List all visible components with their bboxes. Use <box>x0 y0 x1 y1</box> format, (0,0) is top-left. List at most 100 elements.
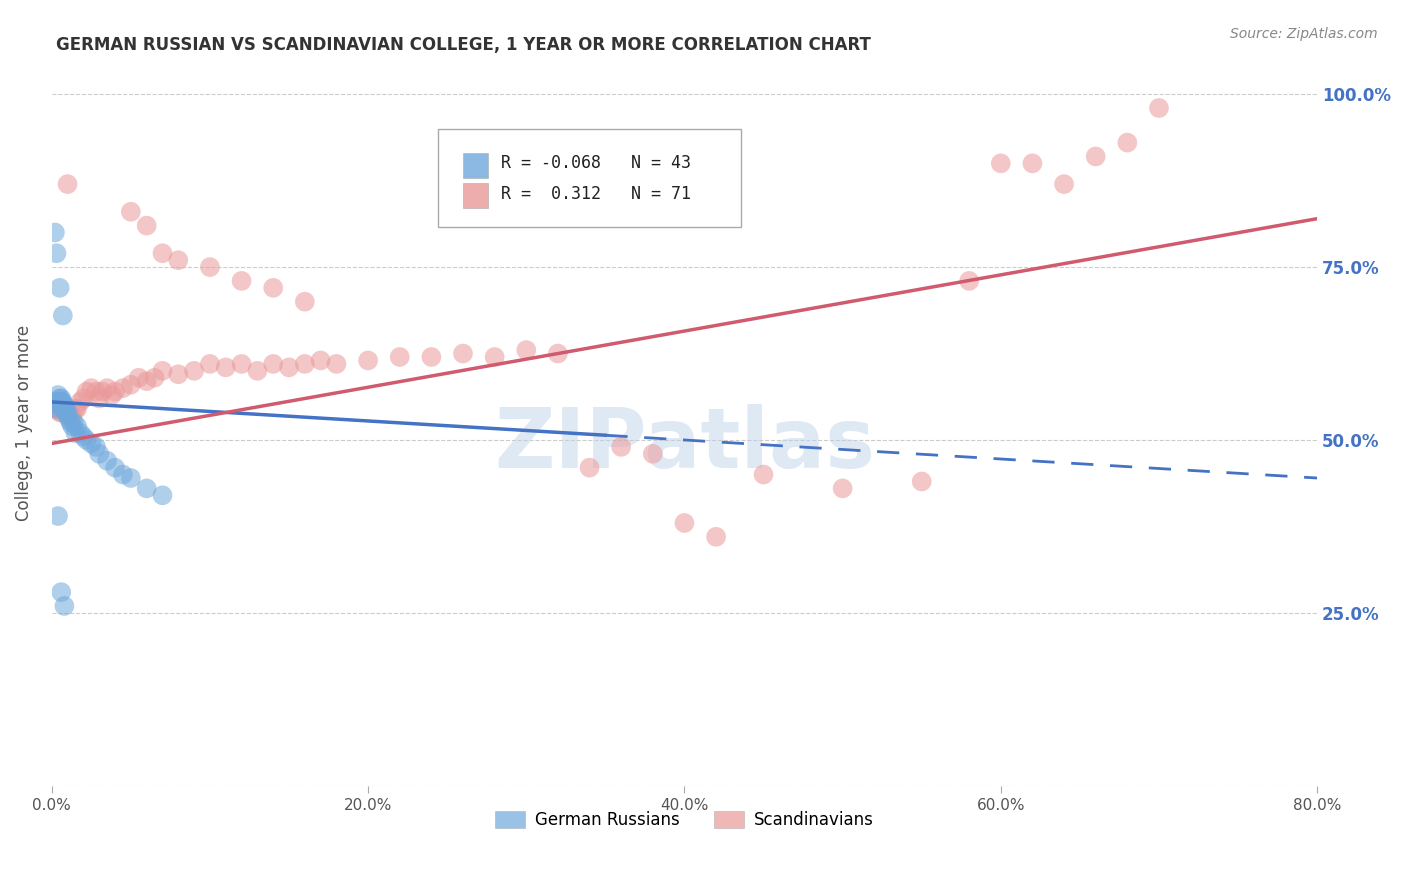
Point <box>84 384 107 399</box>
Point <box>120 204 142 219</box>
Point <box>84 440 107 454</box>
Text: Source: ZipAtlas.com: Source: ZipAtlas.com <box>1230 27 1378 41</box>
Point <box>76 384 98 399</box>
Point <box>53 401 76 416</box>
Point <box>46 509 69 524</box>
Point <box>294 357 316 371</box>
Point <box>76 433 98 447</box>
Point <box>52 401 75 416</box>
Point <box>1021 156 1043 170</box>
Point <box>52 309 75 323</box>
Point <box>45 401 67 416</box>
Point <box>56 405 79 419</box>
Point <box>578 460 600 475</box>
Point <box>69 426 91 441</box>
Point <box>120 471 142 485</box>
Point <box>60 419 83 434</box>
Point <box>53 398 76 412</box>
Point <box>198 357 221 371</box>
Point <box>58 407 80 421</box>
Point <box>96 381 118 395</box>
Point <box>66 401 89 416</box>
Point <box>673 516 696 530</box>
Point <box>65 401 87 416</box>
Point <box>66 419 89 434</box>
Point <box>152 246 174 260</box>
Point <box>44 226 66 240</box>
Point <box>48 395 70 409</box>
Text: GERMAN RUSSIAN VS SCANDINAVIAN COLLEGE, 1 YEAR OR MORE CORRELATION CHART: GERMAN RUSSIAN VS SCANDINAVIAN COLLEGE, … <box>56 36 872 54</box>
Point <box>294 294 316 309</box>
Point <box>135 219 157 233</box>
Point <box>48 281 70 295</box>
Point <box>63 416 86 430</box>
FancyBboxPatch shape <box>463 153 488 178</box>
Point <box>53 599 76 613</box>
Point <box>51 395 73 409</box>
Point <box>167 253 190 268</box>
Point <box>198 260 221 274</box>
Point <box>278 360 301 375</box>
Point <box>52 395 75 409</box>
Point <box>388 350 411 364</box>
Point <box>357 353 380 368</box>
Point <box>55 405 77 419</box>
Legend: German Russians, Scandinavians: German Russians, Scandinavians <box>489 804 880 836</box>
Point <box>120 377 142 392</box>
Point <box>325 357 347 371</box>
Point <box>704 530 727 544</box>
Point <box>55 407 77 421</box>
Point <box>111 381 134 395</box>
Text: R =  0.312   N = 71: R = 0.312 N = 71 <box>501 185 690 203</box>
Point <box>183 364 205 378</box>
Point <box>831 482 853 496</box>
Point <box>45 246 67 260</box>
Point <box>58 412 80 426</box>
Point <box>89 447 111 461</box>
Point <box>46 395 69 409</box>
Point <box>1053 177 1076 191</box>
Point <box>101 388 124 402</box>
Point <box>91 384 114 399</box>
Point <box>48 392 70 406</box>
Point <box>69 395 91 409</box>
Point <box>911 475 934 489</box>
Point <box>167 368 190 382</box>
Point <box>1147 101 1170 115</box>
Point <box>51 405 73 419</box>
Point <box>55 401 77 416</box>
Point <box>51 585 73 599</box>
FancyBboxPatch shape <box>437 128 741 227</box>
Point <box>309 353 332 368</box>
Point <box>1116 136 1139 150</box>
Point <box>53 405 76 419</box>
Point <box>104 460 127 475</box>
Point <box>515 343 537 357</box>
Point <box>44 401 66 416</box>
Point <box>52 401 75 416</box>
Point <box>215 360 238 375</box>
Point <box>135 482 157 496</box>
Point <box>72 429 94 443</box>
Point <box>957 274 980 288</box>
Point <box>44 398 66 412</box>
Point <box>59 416 82 430</box>
Point <box>752 467 775 482</box>
Point <box>72 392 94 406</box>
Point <box>641 447 664 461</box>
Point <box>59 409 82 423</box>
Point <box>152 488 174 502</box>
Point <box>547 346 569 360</box>
Point <box>52 398 75 412</box>
Point <box>143 370 166 384</box>
Point <box>135 374 157 388</box>
Point <box>262 281 284 295</box>
Point <box>610 440 633 454</box>
Point <box>89 392 111 406</box>
Point <box>1084 149 1107 163</box>
Point <box>46 401 69 416</box>
Point <box>96 454 118 468</box>
Point <box>262 357 284 371</box>
Y-axis label: College, 1 year or more: College, 1 year or more <box>15 325 32 521</box>
Point <box>420 350 443 364</box>
